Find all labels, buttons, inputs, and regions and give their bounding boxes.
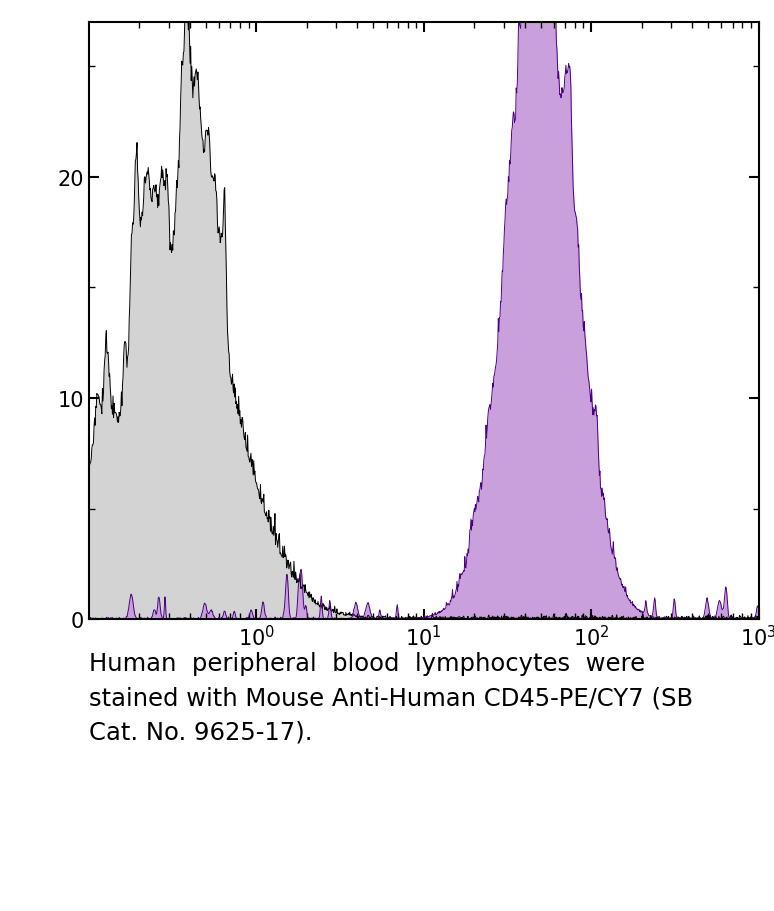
Text: Human  peripheral  blood  lymphocytes  were
stained with Mouse Anti-Human CD45-P: Human peripheral blood lymphocytes were …	[89, 651, 694, 744]
